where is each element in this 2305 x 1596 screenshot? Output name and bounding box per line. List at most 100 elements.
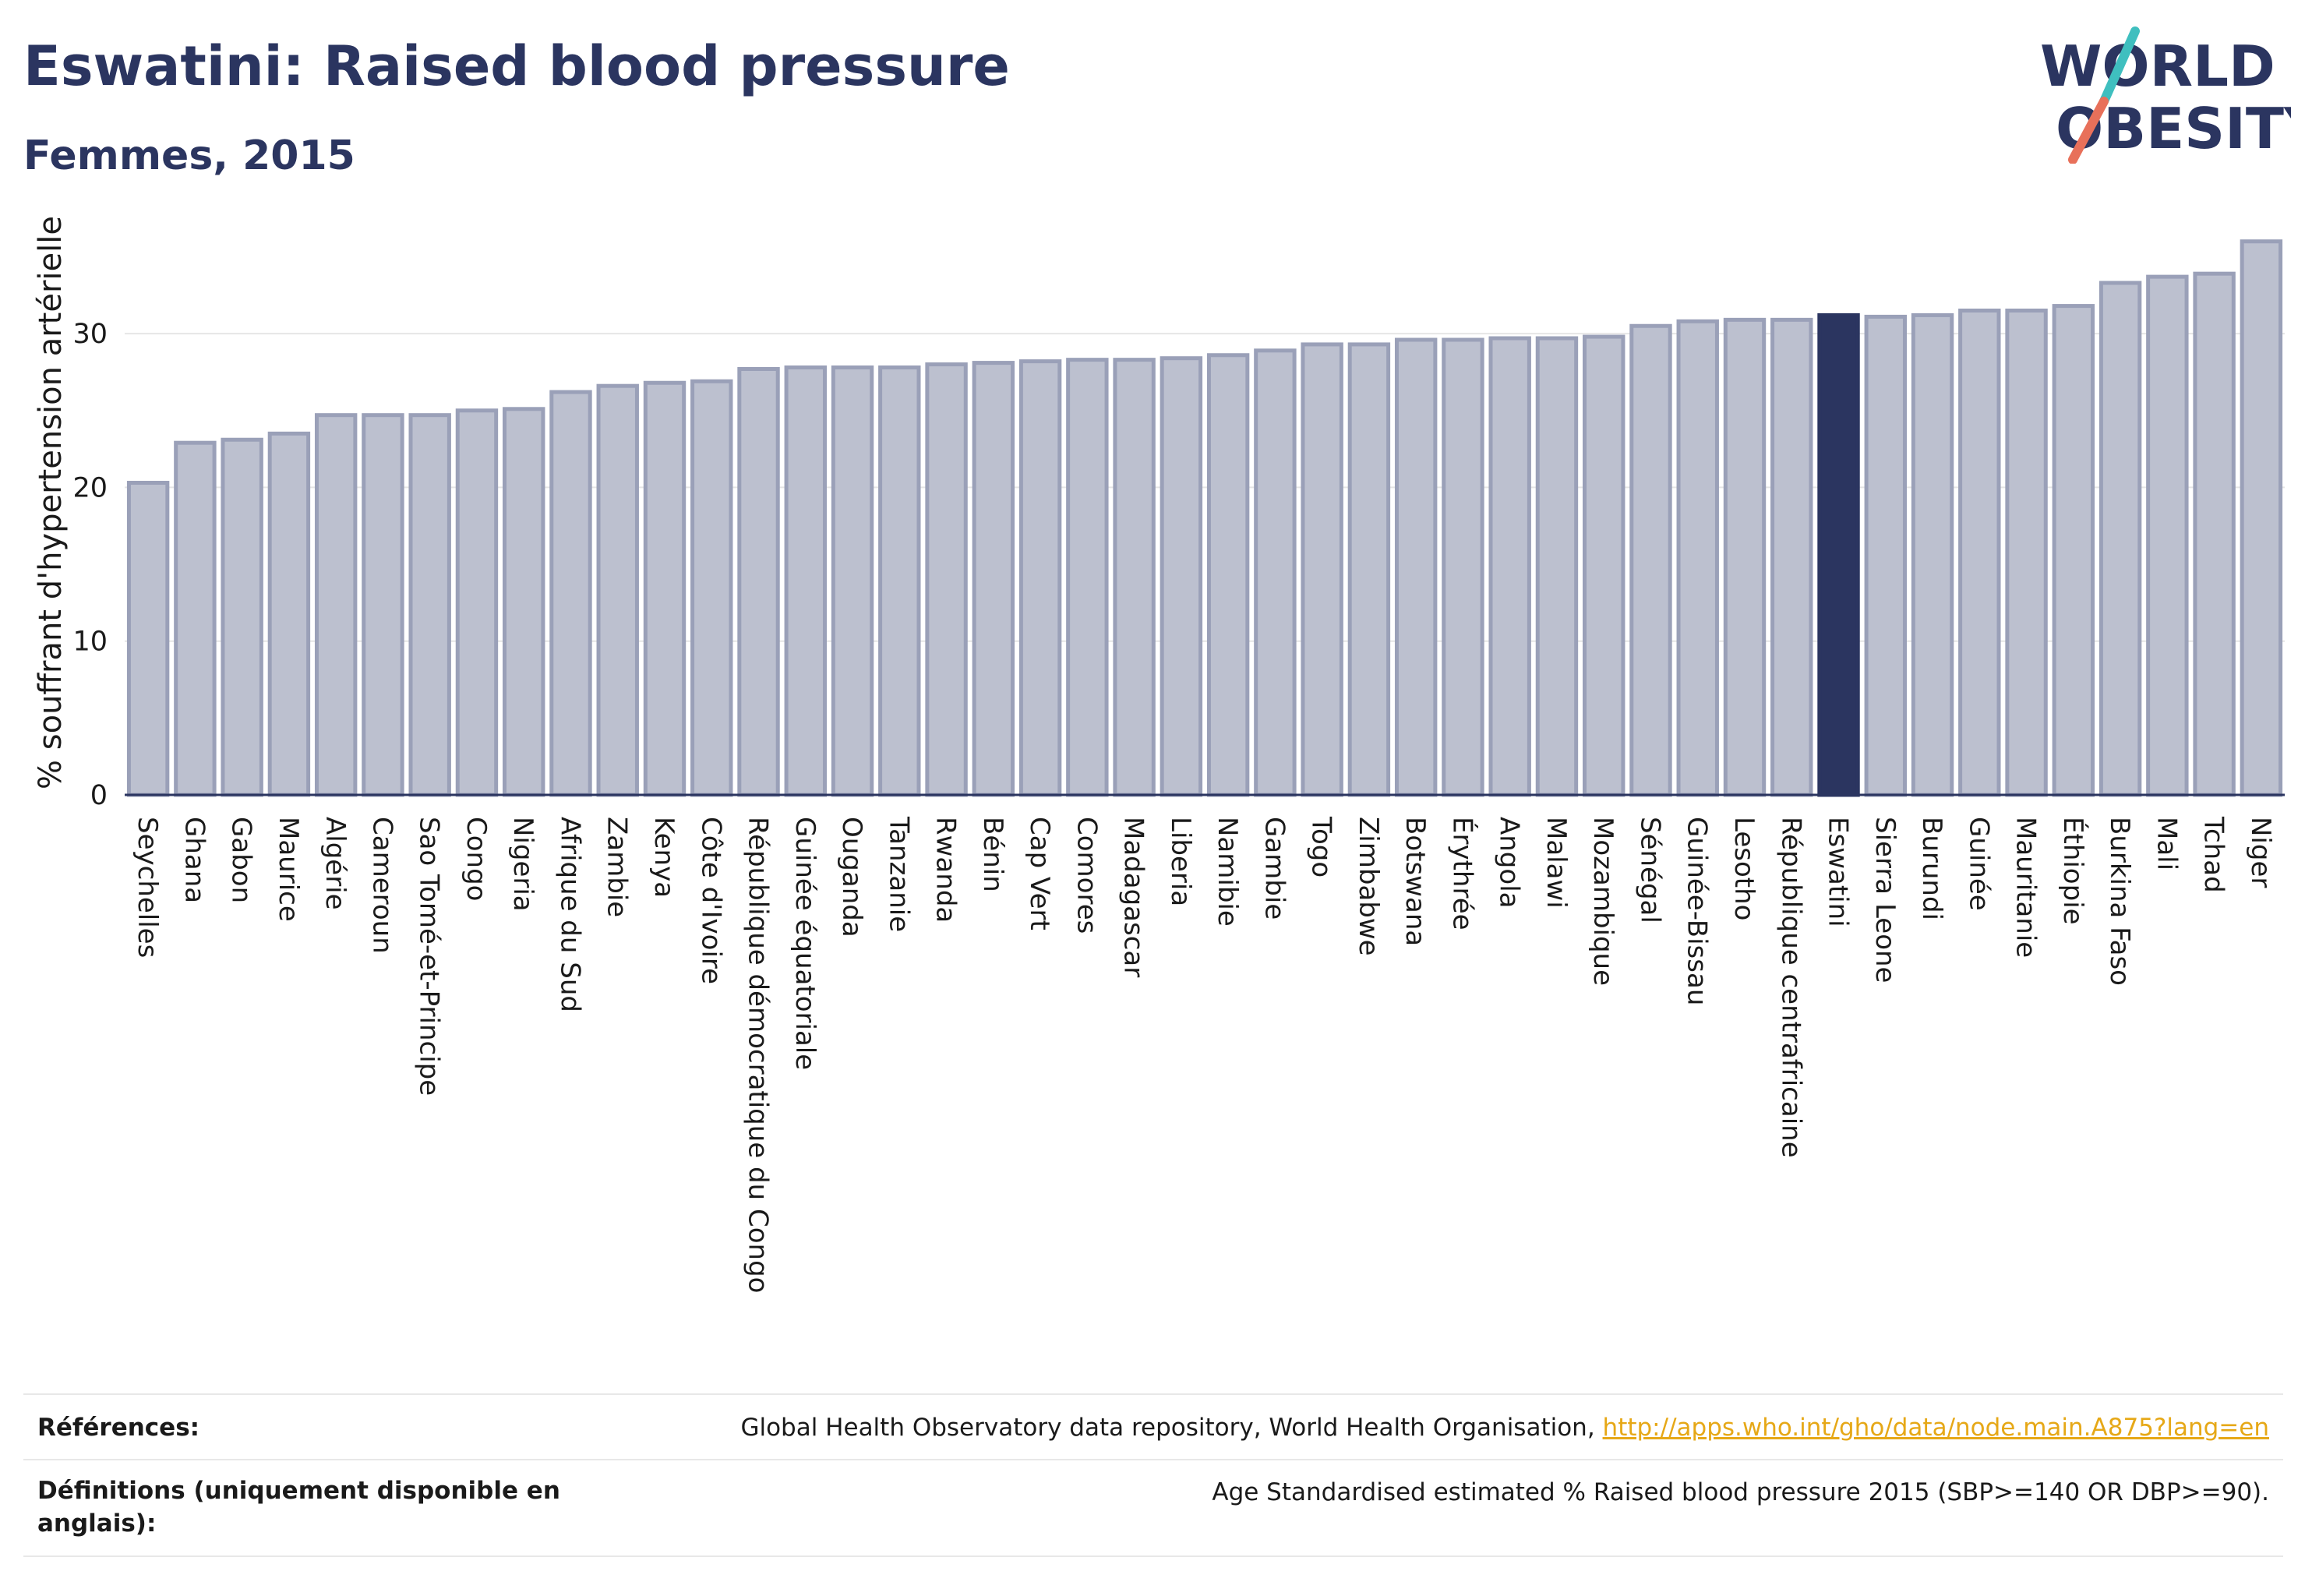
y-tick-label: 30	[72, 319, 108, 350]
bar	[972, 361, 1015, 797]
y-tick-label: 10	[72, 627, 108, 658]
bar	[1113, 358, 1156, 797]
bar	[2052, 304, 2095, 797]
bar	[737, 366, 780, 797]
x-tick-label: Tchad	[2198, 816, 2229, 893]
bar	[126, 480, 170, 797]
x-tick-label: Sénégal	[1634, 817, 1665, 923]
y-axis-label: % souffrant d'hypertension artérielle	[33, 216, 69, 789]
x-tick-label: Maurice	[273, 817, 304, 922]
bar	[174, 440, 217, 797]
bar	[2005, 309, 2048, 797]
bar-chart: 0 10 20 30 Seychelles Ghana Gabon Maurice Algéri…	[33, 216, 2285, 1293]
x-tick-label: République centrafricaine	[1775, 817, 1806, 1158]
definitions-value: Age Standardised estimated % Raised bloo…	[1212, 1478, 2269, 1506]
bar	[643, 380, 687, 797]
world-obesity-logo: WORLD OBESITY	[2040, 26, 2291, 164]
logo-slash-bottom	[2068, 97, 2109, 164]
bar	[362, 413, 404, 797]
x-tick-label: Guinée équatoriale	[789, 817, 821, 1070]
references-link[interactable]: http://apps.who.int/gho/data/node.main.A…	[1602, 1414, 2269, 1442]
logo-line1: WORLD	[2040, 34, 2275, 99]
x-tick-label: Nigeria	[507, 817, 538, 912]
bar	[925, 362, 968, 797]
bar	[221, 437, 263, 797]
x-tick-label: Érythrée	[1446, 817, 1478, 930]
x-tick-label: Kenya	[648, 817, 679, 898]
x-tick-label: Burkina Faso	[2104, 817, 2135, 986]
x-tick-label: Ghana	[178, 817, 210, 903]
x-tick-label: Guinée-Bissau	[1682, 817, 1713, 1005]
x-tick-label: Algérie	[319, 817, 351, 910]
x-tick-label: Botswana	[1400, 817, 1431, 946]
bar	[831, 365, 874, 797]
logo-slash-top	[2099, 26, 2140, 106]
bar	[1442, 337, 1484, 797]
references-value: Global Health Observatory data repositor…	[740, 1411, 2269, 1444]
bar	[1676, 319, 1719, 797]
bar	[1488, 336, 1531, 797]
bar	[1958, 309, 2001, 797]
x-tick-label: Comores	[1071, 817, 1102, 934]
x-tick-label: Sierra Leone	[1869, 817, 1901, 983]
x-tick-label: Gabon	[226, 817, 257, 903]
bar	[878, 365, 921, 797]
y-tick-label: 20	[72, 472, 108, 503]
x-tick-label: Sao Tomé-et-Principe	[414, 817, 445, 1096]
x-tick-label: Éthiopie	[2057, 817, 2089, 925]
bar	[1394, 337, 1438, 797]
bar	[1723, 317, 1767, 797]
bar	[549, 390, 592, 797]
bar	[2146, 274, 2189, 797]
logo-line2: OBESITY	[2056, 96, 2291, 161]
x-tick-label: Guinée	[1963, 817, 1994, 911]
bar	[1301, 342, 1343, 797]
bar	[408, 413, 451, 797]
bar	[2099, 281, 2142, 797]
bar	[1817, 312, 1860, 797]
x-tick-label: Gambie	[1258, 817, 1290, 920]
x-tick-label: Ouganda	[836, 817, 867, 937]
x-tick-label: Niger	[2245, 817, 2276, 888]
x-tick-label: Madagascar	[1118, 817, 1149, 977]
references-label: Références:	[37, 1414, 200, 1442]
x-tick-label: Cameroun	[366, 817, 397, 954]
x-tick-label: Namibie	[1212, 817, 1243, 927]
x-tick-label: Burundi	[1916, 817, 1947, 920]
x-tick-label: Togo	[1306, 816, 1337, 877]
bar	[1206, 353, 1250, 797]
x-tick-label: Angola	[1494, 817, 1525, 908]
x-tick-label: Zambie	[602, 817, 633, 917]
x-tick-label: Congo	[461, 817, 492, 901]
bar	[1583, 334, 1626, 797]
footer-bottom-rule	[23, 1555, 2283, 1557]
bar	[1770, 317, 1813, 797]
x-tick-label: Rwanda	[930, 817, 962, 923]
references-row: Références: Global Health Observatory da…	[23, 1393, 2283, 1460]
bar	[1911, 312, 1954, 797]
bar	[1347, 342, 1391, 797]
x-tick-label: République démocratique du Congo	[743, 817, 774, 1293]
bar	[314, 413, 358, 797]
bar	[1629, 323, 1672, 797]
bar	[1535, 336, 1579, 797]
x-tick-label: Malawi	[1541, 817, 1572, 909]
x-tick-label: Cap Vert	[1024, 817, 1055, 930]
bar	[267, 431, 311, 797]
x-tick-label: Eswatini	[1823, 817, 1854, 927]
bar	[1864, 314, 1907, 797]
x-tick-label: Afrique du Sud	[554, 817, 585, 1012]
definitions-row: Définitions (uniquement disponible en an…	[23, 1459, 2283, 1557]
x-tick-label: Zimbabwe	[1353, 817, 1384, 956]
bar	[784, 365, 827, 797]
bar	[1018, 359, 1062, 797]
x-tick-label: Côte d'Ivoire	[695, 817, 726, 984]
definitions-label: Définitions (uniquement disponible en an…	[37, 1477, 560, 1538]
bar	[1066, 358, 1109, 797]
references-text: Global Health Observatory data repositor…	[740, 1414, 1603, 1442]
bar	[1254, 348, 1297, 797]
x-tick-label: Liberia	[1165, 817, 1196, 906]
x-tick-label: Mali	[2151, 817, 2182, 870]
bar	[2240, 239, 2283, 797]
bar	[1160, 356, 1203, 797]
